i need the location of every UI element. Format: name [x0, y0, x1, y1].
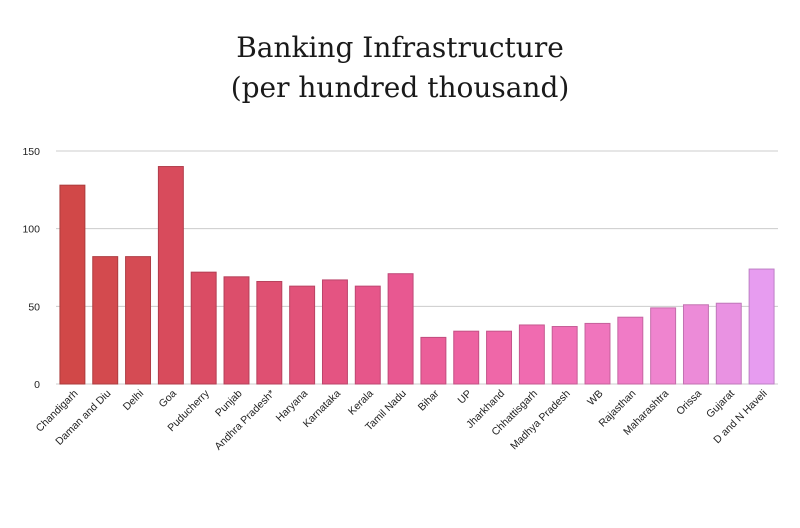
bar: [682, 304, 709, 385]
bar: [617, 316, 644, 385]
y-tick-label: 150: [22, 146, 40, 158]
bar: [584, 322, 611, 385]
bar: [190, 271, 217, 385]
bar: [59, 184, 86, 385]
bar: [453, 330, 480, 385]
bar: [321, 279, 348, 385]
bar: [387, 273, 414, 385]
bar: [157, 166, 184, 385]
bar: [486, 330, 513, 385]
bar: [289, 285, 316, 385]
x-tick-label: Delhi: [121, 388, 146, 413]
bar: [256, 280, 283, 385]
x-tick-label: Madhya Pradesh: [508, 388, 573, 453]
bar: [125, 256, 152, 385]
y-tick-label: 0: [34, 379, 40, 391]
y-tick-label: 50: [28, 301, 40, 313]
bar: [748, 268, 775, 385]
y-tick-label: 100: [22, 224, 40, 236]
x-tick-label: WB: [585, 388, 605, 408]
bar: [223, 276, 250, 385]
bar: [650, 307, 677, 385]
bar: [551, 326, 578, 385]
chart-title-line-2: (per hundred thousand): [230, 71, 570, 104]
bar: [92, 256, 119, 385]
bar: [715, 302, 742, 385]
x-tick-label: Goa: [156, 388, 179, 411]
bar: [518, 324, 545, 385]
bar: [354, 285, 381, 385]
x-tick-label: UP: [456, 388, 475, 407]
x-tick-label: Kerala: [346, 388, 376, 418]
x-tick-label: Orissa: [674, 388, 704, 418]
x-tick-label: Andhra Pradesh*: [212, 388, 277, 453]
chart-title: Banking Infrastructure (per hundred thou…: [0, 28, 800, 108]
chart-title-line-1: Banking Infrastructure: [236, 31, 564, 64]
x-tick-label: Bihar: [416, 387, 442, 413]
bar: [420, 336, 447, 385]
x-tick-label: Punjab: [213, 388, 245, 420]
